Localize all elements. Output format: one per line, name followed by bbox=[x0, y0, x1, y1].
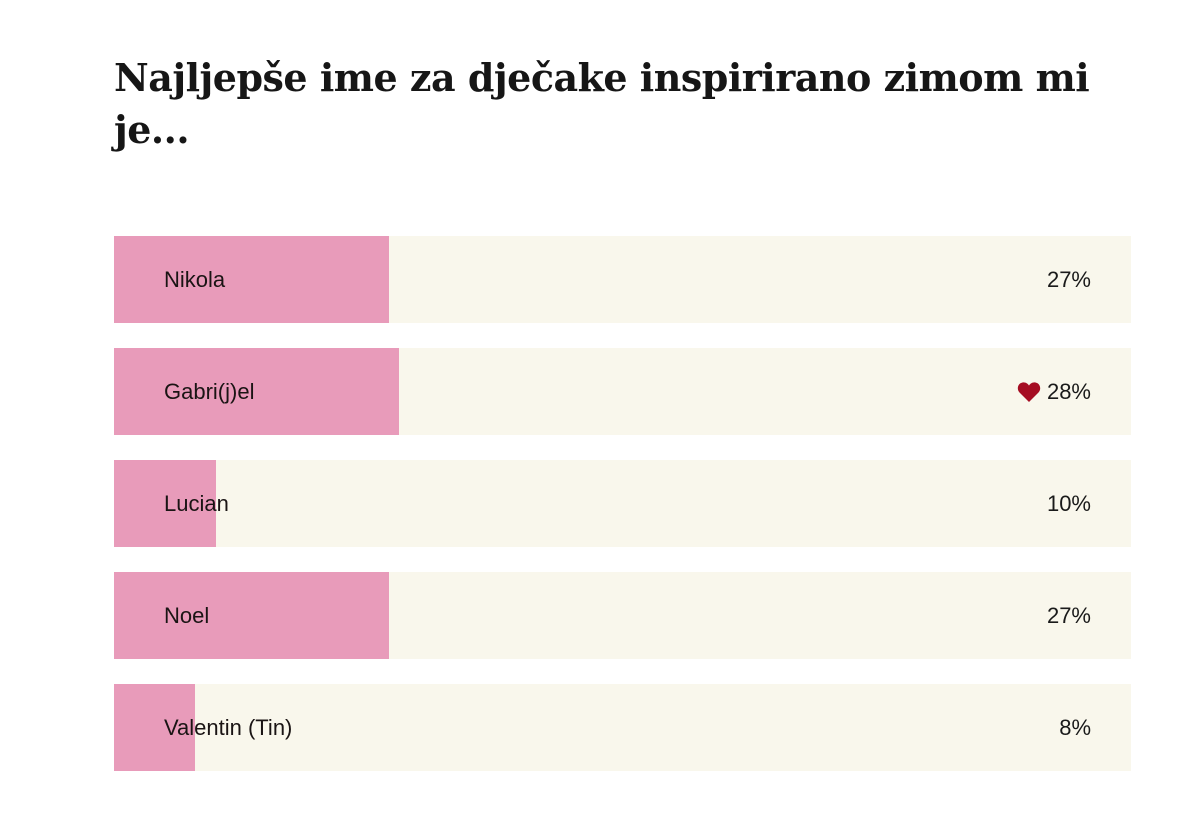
poll-option-gabrijel[interactable]: Gabri(j)el 28% bbox=[114, 348, 1131, 435]
option-label: Lucian bbox=[164, 490, 229, 516]
option-percent: 27% bbox=[1046, 266, 1091, 292]
poll-options: Nikola 27% Gabri(j)el 28% Lucian 10% Noe… bbox=[114, 236, 1131, 796]
result-bar bbox=[114, 572, 389, 659]
option-percent: 10% bbox=[1046, 490, 1091, 516]
poll-question: Najljepše ime za dječake inspirirano zim… bbox=[114, 55, 1090, 152]
poll-option-lucian[interactable]: Lucian 10% bbox=[114, 460, 1131, 547]
option-label: Noel bbox=[164, 602, 210, 628]
result-bar bbox=[114, 348, 399, 435]
poll-option-valentin[interactable]: Valentin (Tin) 8% bbox=[114, 684, 1131, 771]
result-bar bbox=[114, 460, 216, 547]
option-percent: 27% bbox=[1046, 602, 1091, 628]
option-percent: 28% bbox=[1017, 348, 1091, 435]
poll-option-nikola[interactable]: Nikola 27% bbox=[114, 236, 1131, 323]
heart-icon bbox=[1017, 381, 1041, 402]
option-label: Nikola bbox=[164, 266, 226, 292]
option-label: Valentin (Tin) bbox=[164, 714, 293, 740]
result-bar bbox=[114, 236, 389, 323]
option-label: Gabri(j)el bbox=[164, 378, 255, 404]
poll-option-noel[interactable]: Noel 27% bbox=[114, 572, 1131, 659]
option-percent: 8% bbox=[1059, 714, 1091, 740]
result-bar bbox=[114, 684, 196, 771]
